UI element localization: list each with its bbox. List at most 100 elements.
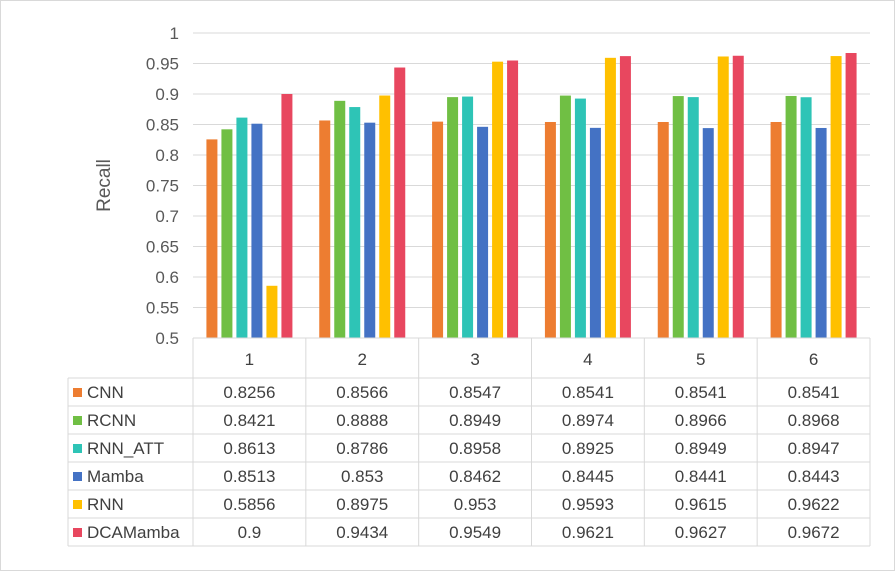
bar-rnn-att-6 <box>800 97 812 338</box>
legend-key-rnn <box>73 500 82 509</box>
bar-cnn-4 <box>544 121 556 339</box>
data-label: 0.9 <box>238 523 262 542</box>
data-label: 0.8949 <box>675 439 727 458</box>
bar-rnn-att-4 <box>574 98 586 338</box>
data-label: 0.8256 <box>223 383 275 402</box>
data-label: 0.9549 <box>449 523 501 542</box>
bar-cnn-6 <box>770 121 782 339</box>
bar-mamba-5 <box>702 128 714 338</box>
y-tick-label: 0.5 <box>155 329 179 348</box>
legend-key-rnn-att <box>73 444 82 453</box>
y-tick-label: 0.65 <box>146 238 179 257</box>
legend-key-dcamamba <box>73 528 82 537</box>
data-label: 0.9434 <box>336 523 388 542</box>
bar-rnn-att-2 <box>349 107 361 338</box>
data-label: 0.8925 <box>562 439 614 458</box>
data-label: 0.8513 <box>223 467 275 486</box>
bar-rcnn-1 <box>221 129 233 338</box>
data-label: 0.8547 <box>449 383 501 402</box>
bar-rcnn-3 <box>447 97 459 339</box>
data-label: 0.8445 <box>562 467 614 486</box>
y-tick-label: 0.9 <box>155 85 179 104</box>
bar-rnn-att-1 <box>236 117 248 339</box>
y-tick-label: 0.8 <box>155 146 179 165</box>
legend-label: CNN <box>87 383 124 402</box>
y-axis-title: Recall <box>94 159 115 212</box>
data-label: 0.8949 <box>449 411 501 430</box>
data-label: 0.9622 <box>788 495 840 514</box>
bar-rcnn-5 <box>672 96 684 338</box>
bar-mamba-2 <box>364 122 376 338</box>
data-label: 0.8968 <box>788 411 840 430</box>
x-tick-label: 4 <box>583 350 592 369</box>
bar-rnn-att-5 <box>687 97 699 339</box>
data-label: 0.5856 <box>223 495 275 514</box>
y-tick-label: 0.85 <box>146 116 179 135</box>
data-label: 0.8966 <box>675 411 727 430</box>
data-label: 0.8947 <box>788 439 840 458</box>
data-label: 0.8541 <box>562 383 614 402</box>
bar-rcnn-4 <box>559 95 571 338</box>
legend-label: RNN_ATT <box>87 439 164 458</box>
y-tick-label: 0.55 <box>146 299 179 318</box>
bar-dcamamba-1 <box>281 94 293 338</box>
data-label: 0.9615 <box>675 495 727 514</box>
y-tick-label: 0.95 <box>146 55 179 74</box>
data-label: 0.8541 <box>788 383 840 402</box>
bar-rnn-3 <box>492 61 504 339</box>
y-tick-label: 0.7 <box>155 207 179 226</box>
bar-dcamamba-3 <box>507 60 519 339</box>
legend-key-cnn <box>73 388 82 397</box>
data-label: 0.9672 <box>788 523 840 542</box>
bar-dcamamba-5 <box>732 55 744 339</box>
bar-mamba-6 <box>815 127 827 339</box>
data-label: 0.8441 <box>675 467 727 486</box>
legend-key-rcnn <box>73 416 82 425</box>
data-label: 0.8566 <box>336 383 388 402</box>
bar-dcamamba-6 <box>845 53 857 339</box>
y-tick-label: 1 <box>170 24 179 43</box>
legend-label: DCAMamba <box>87 523 180 542</box>
data-label: 0.8974 <box>562 411 614 430</box>
data-label: 0.9593 <box>562 495 614 514</box>
bar-rnn-att-3 <box>462 96 474 338</box>
bar-mamba-4 <box>589 127 601 338</box>
bar-rcnn-2 <box>334 100 346 338</box>
legend-key-mamba <box>73 472 82 481</box>
bar-mamba-3 <box>477 126 489 339</box>
bar-cnn-3 <box>432 121 444 339</box>
y-tick-label: 0.75 <box>146 177 179 196</box>
bar-rcnn-6 <box>785 95 797 339</box>
x-tick-label: 5 <box>696 350 705 369</box>
data-label: 0.8541 <box>675 383 727 402</box>
bar-mamba-1 <box>251 123 263 338</box>
legend-label: RCNN <box>87 411 136 430</box>
legend-label: RNN <box>87 495 124 514</box>
data-label: 0.953 <box>454 495 497 514</box>
legend-label: Mamba <box>87 467 144 486</box>
data-label: 0.8462 <box>449 467 501 486</box>
data-label: 0.853 <box>341 467 384 486</box>
bar-rnn-1 <box>266 285 278 338</box>
data-label: 0.8443 <box>788 467 840 486</box>
data-label: 0.8975 <box>336 495 388 514</box>
data-label: 0.8786 <box>336 439 388 458</box>
bar-rnn-6 <box>830 56 842 339</box>
bar-dcamamba-2 <box>394 67 406 338</box>
bar-rnn-4 <box>604 57 616 339</box>
data-label: 0.8888 <box>336 411 388 430</box>
data-label: 0.9621 <box>562 523 614 542</box>
x-tick-label: 6 <box>809 350 818 369</box>
data-label: 0.8421 <box>223 411 275 430</box>
bar-rnn-2 <box>379 95 391 339</box>
data-label: 0.8958 <box>449 439 501 458</box>
x-tick-label: 1 <box>245 350 254 369</box>
bar-cnn-5 <box>657 121 669 339</box>
data-label: 0.9627 <box>675 523 727 542</box>
data-label: 0.8613 <box>223 439 275 458</box>
bar-dcamamba-4 <box>619 56 631 339</box>
bar-cnn-2 <box>319 120 331 338</box>
x-tick-label: 2 <box>358 350 367 369</box>
